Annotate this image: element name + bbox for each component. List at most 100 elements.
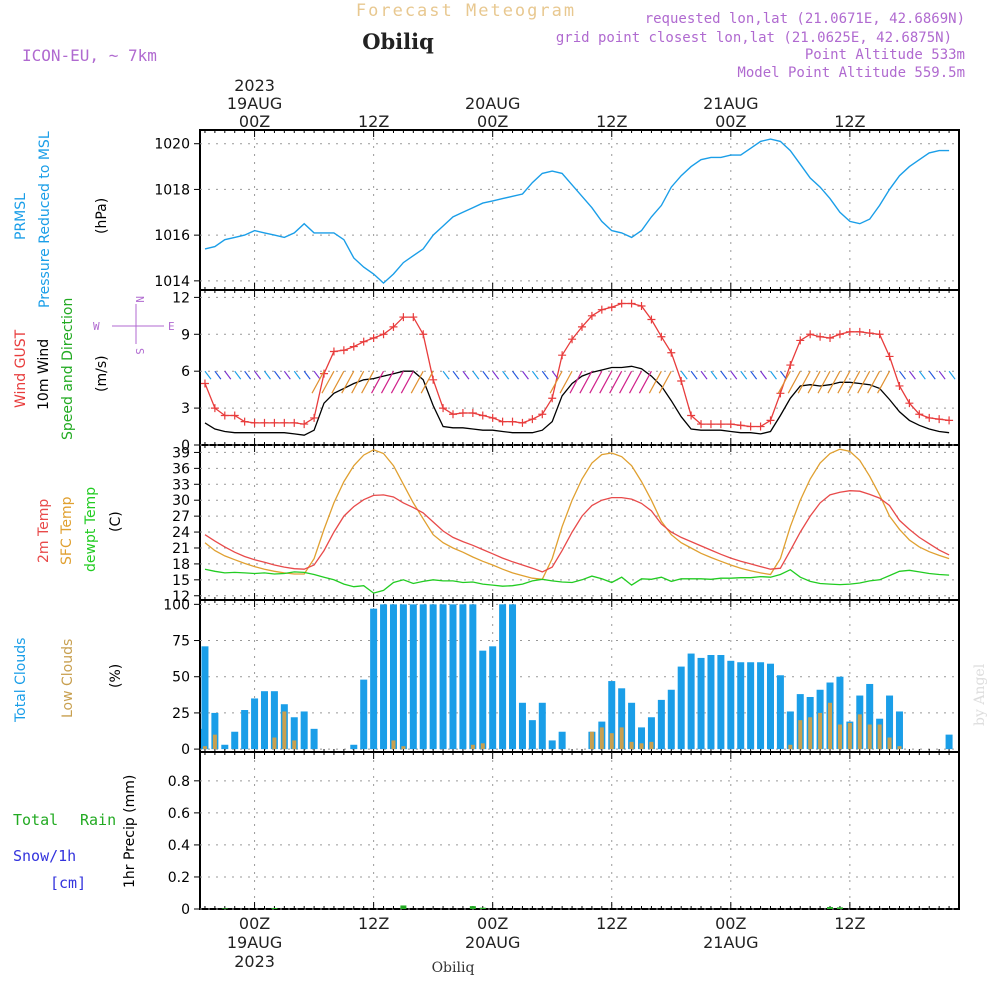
temp-2m-line <box>204 490 950 573</box>
point-altitude: Point Altitude 533m <box>805 47 965 63</box>
gust-marker <box>915 410 924 419</box>
wind-direction-barb <box>857 370 871 394</box>
low-cloud-bar <box>202 746 207 750</box>
model-label: ICON-EU, ~ 7km <box>22 46 157 65</box>
wind-direction-barb <box>700 370 708 380</box>
total-cloud-bar <box>211 712 219 750</box>
wind-direction-barb <box>472 370 480 380</box>
bottom-time-label: 12Z <box>358 914 389 933</box>
total-cloud-bar <box>350 744 358 750</box>
total-cloud-bar <box>538 702 546 750</box>
gust-marker <box>449 410 457 419</box>
wind-direction-barb <box>877 370 891 394</box>
gust-marker <box>855 327 864 336</box>
total-cloud-bar <box>717 655 725 750</box>
total-cloud-bar <box>528 720 536 750</box>
gust-marker <box>409 313 418 322</box>
gust-marker <box>697 420 706 429</box>
y-tick-label: 0 <box>181 902 190 918</box>
gust-marker <box>736 421 745 430</box>
y-tick-label: 39 <box>172 445 190 461</box>
wind-direction-barb <box>760 370 768 380</box>
gust-marker <box>766 416 775 425</box>
wind-direction-barb <box>589 370 603 394</box>
wind-direction-barb <box>770 370 777 380</box>
total-cloud-bar <box>558 731 566 750</box>
low-cloud-bar <box>639 743 644 750</box>
total-cloud-bar <box>518 702 526 750</box>
low-cloud-bar <box>391 740 396 750</box>
gust-marker <box>498 417 507 426</box>
total-cloud-bar <box>786 711 794 750</box>
wind-direction-barb <box>541 370 549 380</box>
top-time-label: 00Z <box>715 112 746 131</box>
wind-direction-barb <box>619 370 633 394</box>
total-cloud-bar <box>489 646 497 750</box>
y-tick-label: 1014 <box>154 274 190 290</box>
gust-marker <box>320 369 329 378</box>
gust-marker <box>538 410 547 419</box>
gust-marker <box>478 411 487 420</box>
wind-direction-barb <box>779 370 787 380</box>
low-cloud-bar <box>282 711 287 750</box>
low-cloud-bar <box>619 727 624 750</box>
total-cloud-bar <box>697 657 705 750</box>
gust-marker <box>300 420 309 429</box>
wind-direction-barb <box>361 370 375 394</box>
wind-direction-barb <box>551 370 559 380</box>
low-cloud-bar <box>818 712 823 750</box>
bottom-time-label: 19AUG <box>227 933 282 952</box>
gust-marker <box>349 342 358 351</box>
total-cloud-bar <box>945 734 953 750</box>
wind-unit-label: (m/s) <box>94 355 110 392</box>
gust-marker <box>925 413 934 422</box>
wind-direction-barb <box>492 370 500 380</box>
requested-coords: requested lon,lat (21.0671E, 42.6869N) <box>645 11 965 27</box>
wind-direction-barb <box>928 370 936 380</box>
wind-direction-barb <box>420 370 434 394</box>
gust-marker <box>379 330 388 339</box>
pressure-line <box>204 138 950 285</box>
total-cloud-bar <box>628 702 636 750</box>
top-time-label: 00Z <box>477 112 508 131</box>
y-tick-label: 3 <box>181 401 190 417</box>
y-tick-label: 1016 <box>154 228 190 244</box>
gust-marker <box>280 418 289 427</box>
wind-direction-barb <box>224 370 232 380</box>
total-cloud-bar <box>747 662 755 750</box>
gust-marker <box>905 399 914 408</box>
total-cloud-bar <box>618 688 626 750</box>
total-cloud-bar <box>836 676 844 750</box>
precip-unit-label: 1hr Precip (mm) <box>122 775 138 888</box>
gust-marker <box>508 417 517 426</box>
wind-direction-barb <box>938 370 946 380</box>
gust-marker <box>290 418 299 427</box>
low-cloud-bar <box>212 734 217 750</box>
bottom-time-label: 00Z <box>239 914 270 933</box>
bottom-time-label: 2023 <box>234 952 275 971</box>
gust-marker <box>657 332 666 341</box>
compass-south: S <box>133 348 146 355</box>
total-cloud-bar <box>647 717 655 750</box>
gust-marker <box>935 415 944 424</box>
total-cloud-bar <box>866 683 874 750</box>
y-tick-label: 30 <box>172 493 190 509</box>
total-cloud-bar <box>389 604 397 750</box>
compass-north: N <box>133 296 146 303</box>
wind-direction-barb <box>837 370 851 394</box>
gust-marker <box>786 361 795 370</box>
model-altitude: Model Point Altitude 559.5m <box>737 65 965 81</box>
total-cloud-bar <box>687 653 695 750</box>
y-tick-label: 0 <box>181 438 190 454</box>
total-cloud-bar <box>886 695 894 750</box>
total-label: Total <box>13 811 58 829</box>
gust-marker <box>826 333 835 342</box>
low-cloud-bar <box>599 727 604 750</box>
rain-bar <box>836 907 843 909</box>
total-cloud-bar <box>409 604 417 750</box>
total-cloud-bar <box>231 731 239 750</box>
rain-bar <box>400 905 407 909</box>
wind-direction-barb <box>283 370 291 380</box>
pressure-long-label: Pressure Reduced to MSL <box>37 131 53 308</box>
